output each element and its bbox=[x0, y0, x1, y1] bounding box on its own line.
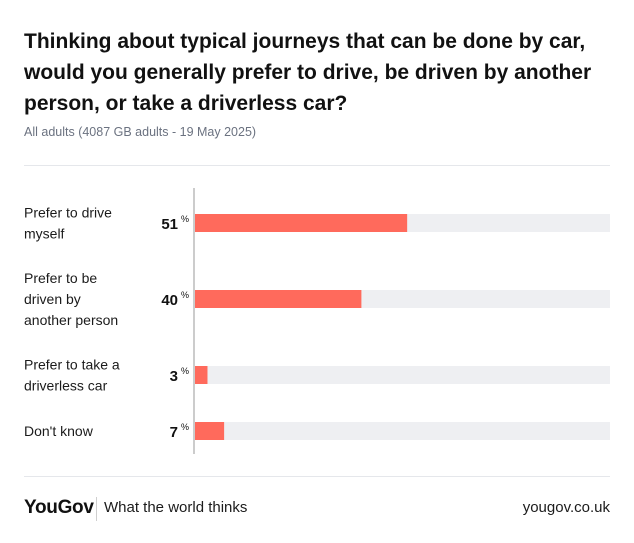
top-divider bbox=[24, 165, 610, 166]
value-label: 40 bbox=[161, 292, 178, 309]
percent-label: % bbox=[181, 366, 189, 376]
bar bbox=[195, 214, 408, 232]
bar-chart: Prefer to drive myself 51 % Prefer to be driv… bbox=[24, 188, 610, 454]
chart-title: Thinking about typical journeys that can… bbox=[24, 30, 592, 115]
value-label: 3 bbox=[170, 368, 178, 385]
category-label: Don't know bbox=[24, 423, 94, 439]
percent-label: % bbox=[181, 422, 189, 432]
category-label: Prefer to take a driverless car bbox=[24, 357, 120, 394]
footer-divider bbox=[96, 497, 97, 521]
chart-subtitle: All adults (4087 GB adults - 19 May 2025… bbox=[24, 125, 257, 139]
category-label: Prefer to drive myself bbox=[24, 205, 112, 242]
bar bbox=[195, 366, 208, 384]
bottom-divider bbox=[24, 476, 610, 477]
value-label: 51 bbox=[161, 216, 178, 233]
yougov-logo[interactable]: YouGov bbox=[24, 497, 94, 518]
footer: YouGov What the world thinks yougov.co.u… bbox=[24, 490, 610, 526]
value-label: 7 bbox=[170, 424, 178, 441]
category-label: Prefer to be driven by another person bbox=[24, 270, 118, 328]
percent-label: % bbox=[181, 290, 189, 300]
percent-label: % bbox=[181, 214, 189, 224]
footer-site-link[interactable]: yougov.co.uk bbox=[522, 499, 610, 516]
bar-track bbox=[195, 366, 610, 384]
bar bbox=[195, 290, 362, 308]
footer-tagline: What the world thinks bbox=[104, 499, 248, 516]
bar bbox=[195, 422, 225, 440]
bar-track bbox=[195, 422, 610, 440]
